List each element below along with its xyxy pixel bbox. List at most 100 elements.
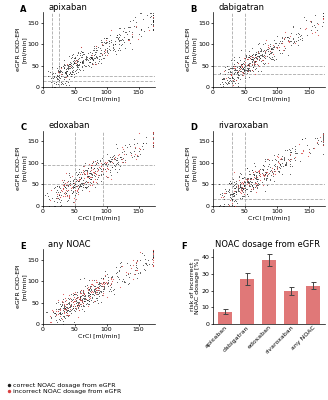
- Point: [281, 36, 287, 42]
- Point: [256, 176, 261, 182]
- Point: [87, 170, 92, 176]
- Point: [84, 62, 89, 69]
- Point: [271, 173, 276, 179]
- Point: [231, 60, 236, 67]
- Point: [88, 54, 93, 61]
- Point: [275, 158, 280, 164]
- Point: [262, 171, 268, 178]
- Point: [256, 172, 261, 179]
- Point: [255, 178, 260, 184]
- Point: [63, 185, 69, 192]
- Point: [70, 62, 75, 69]
- Point: [274, 33, 279, 40]
- Point: [257, 52, 262, 58]
- Point: [263, 47, 268, 53]
- Point: [68, 69, 73, 76]
- Point: [88, 168, 93, 174]
- Point: [249, 56, 255, 63]
- Point: [249, 186, 254, 192]
- Point: [220, 194, 226, 200]
- Point: [97, 45, 103, 51]
- Point: [127, 142, 133, 149]
- Point: [122, 278, 127, 284]
- Point: [241, 64, 246, 70]
- Point: [85, 286, 90, 292]
- Point: [108, 36, 113, 43]
- Point: [137, 249, 143, 255]
- Point: [86, 62, 91, 68]
- Point: [150, 128, 155, 135]
- Point: [93, 285, 98, 291]
- Point: [74, 61, 80, 67]
- Point: [67, 63, 72, 69]
- Point: [237, 170, 242, 176]
- Point: [91, 287, 96, 293]
- Point: [124, 30, 129, 37]
- Point: [103, 46, 108, 53]
- Point: [58, 192, 63, 198]
- Point: [231, 67, 236, 73]
- Point: [87, 176, 92, 182]
- Point: [60, 186, 66, 192]
- Point: [80, 67, 86, 73]
- Point: [50, 71, 55, 77]
- Point: [238, 186, 243, 192]
- Point: [57, 306, 63, 312]
- Point: [265, 172, 270, 178]
- Point: [70, 180, 75, 186]
- Point: [88, 289, 93, 296]
- Point: [90, 294, 95, 300]
- Point: [232, 57, 237, 63]
- Point: [76, 55, 82, 61]
- Point: [59, 69, 64, 75]
- Point: [74, 295, 79, 301]
- Point: [45, 190, 50, 196]
- Point: [79, 292, 84, 298]
- Point: [102, 166, 107, 172]
- Point: [117, 284, 122, 290]
- Point: [75, 292, 80, 298]
- Point: [60, 305, 66, 312]
- Point: [60, 185, 65, 191]
- Point: [122, 159, 127, 166]
- Point: [315, 27, 320, 34]
- Point: [143, 261, 148, 267]
- Point: [75, 171, 80, 178]
- Point: [109, 159, 114, 165]
- Point: [67, 300, 72, 306]
- Point: [86, 290, 92, 296]
- Point: [58, 186, 64, 193]
- Point: [87, 288, 92, 294]
- Point: [310, 144, 315, 151]
- Point: [58, 186, 63, 193]
- Point: [150, 262, 155, 268]
- Point: [243, 62, 248, 68]
- Point: [132, 266, 137, 273]
- Point: [250, 56, 256, 63]
- Point: [91, 44, 96, 51]
- Point: [248, 56, 254, 62]
- Point: [283, 162, 288, 168]
- Point: [119, 36, 125, 42]
- Point: [82, 171, 87, 178]
- Point: [113, 141, 119, 148]
- Point: [58, 64, 64, 70]
- Point: [95, 167, 101, 173]
- Point: [242, 66, 247, 72]
- Point: [65, 62, 70, 68]
- Point: [77, 176, 82, 182]
- Point: [101, 278, 106, 285]
- Point: [53, 311, 59, 317]
- Point: [223, 188, 228, 194]
- Point: [289, 149, 294, 156]
- Point: [297, 30, 302, 37]
- Point: [88, 64, 93, 70]
- Point: [66, 82, 72, 88]
- Point: [101, 282, 107, 289]
- Point: [266, 50, 272, 57]
- Point: [242, 68, 247, 74]
- Point: [256, 170, 262, 176]
- Point: [296, 141, 301, 148]
- Point: [251, 172, 256, 178]
- Point: [119, 143, 124, 150]
